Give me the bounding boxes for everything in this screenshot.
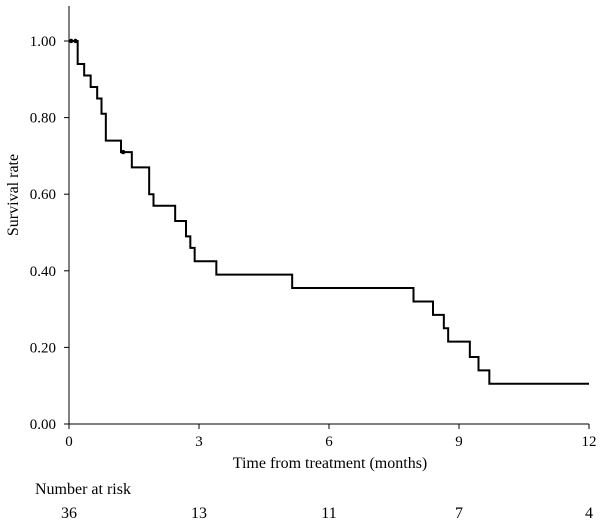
y-tick-label: 0.40 xyxy=(30,264,56,280)
risk-count: 11 xyxy=(321,505,336,522)
censor-mark xyxy=(73,38,78,44)
censor-mark xyxy=(68,38,74,44)
risk-table-title: Number at risk xyxy=(35,481,131,498)
risk-count: 36 xyxy=(61,505,77,522)
y-tick-label: 0.60 xyxy=(30,187,56,203)
risk-table: 36 13 11 7 4 xyxy=(61,505,593,522)
x-tick-label: 3 xyxy=(195,434,203,450)
y-axis-title: Survival rate xyxy=(5,154,22,236)
axes xyxy=(64,6,590,429)
risk-count: 4 xyxy=(585,505,593,522)
x-tick-label: 6 xyxy=(325,434,333,450)
y-tick-label: 1.00 xyxy=(30,34,56,50)
survival-curve xyxy=(68,38,589,385)
x-axis-title: Time from treatment (months) xyxy=(233,455,428,472)
risk-count: 13 xyxy=(191,505,207,522)
censor-mark xyxy=(120,149,126,155)
survival-step-line xyxy=(69,40,589,385)
x-tick-label: 12 xyxy=(582,434,597,450)
tick-labels: 0.00 0.20 0.40 0.60 0.80 1.00 0 3 6 9 12 xyxy=(30,34,597,450)
x-tick-label: 0 xyxy=(65,434,73,450)
y-tick-label: 0.00 xyxy=(30,417,56,433)
risk-count: 7 xyxy=(455,505,463,522)
x-tick-label: 9 xyxy=(455,434,463,450)
y-tick-label: 0.20 xyxy=(30,340,56,356)
y-tick-label: 0.80 xyxy=(30,111,56,127)
